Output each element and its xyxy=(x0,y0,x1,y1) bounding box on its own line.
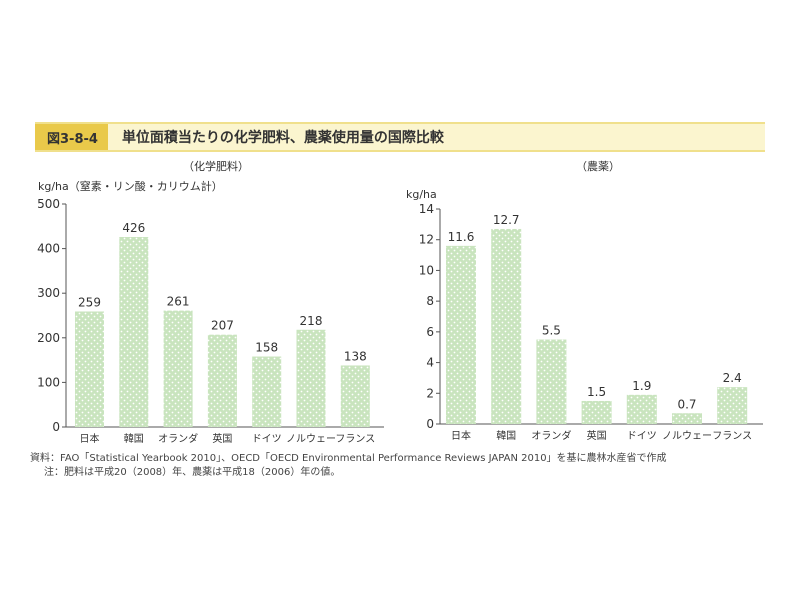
bar xyxy=(536,339,567,424)
figure-title: 単位面積当たりの化学肥料、農薬使用量の国際比較 xyxy=(121,130,444,146)
bar xyxy=(119,237,149,427)
fertilizer-chart: （化学肥料） kg/ha（窒素・リン酸・カリウム計） 0 100 200 300 400… xyxy=(37,159,384,445)
bar xyxy=(446,245,476,424)
bar xyxy=(207,334,237,427)
y-tick-label: 200 xyxy=(37,331,60,345)
y-tick-label: 6 xyxy=(426,325,434,339)
bar xyxy=(581,400,612,424)
y-tick-label: 0 xyxy=(426,417,434,431)
fertilizer-chart-title: （化学肥料） xyxy=(183,159,249,173)
category-label: ノルウェー xyxy=(286,433,336,445)
bar xyxy=(75,311,104,427)
category-label: ノルウェー xyxy=(662,430,712,442)
bar-value-label: 207 xyxy=(211,319,234,333)
bar xyxy=(626,394,657,424)
bar-value-label: 158 xyxy=(255,341,278,355)
pesticide-chart-title: （農薬） xyxy=(576,159,620,173)
category-label: オランダ xyxy=(531,429,571,442)
bar xyxy=(340,365,370,427)
y-tick-label: 12 xyxy=(419,233,434,247)
bar-value-label: 5.5 xyxy=(542,324,561,338)
bar xyxy=(672,413,702,424)
category-label: フランス xyxy=(712,430,752,442)
figure-header: 図3-8-4 単位面積当たりの化学肥料、農薬使用量の国際比較 xyxy=(35,122,765,152)
bar-value-label: 138 xyxy=(344,349,367,363)
category-label: 韓国 xyxy=(496,430,516,442)
bar-value-label: 426 xyxy=(122,221,145,235)
y-tick-label: 14 xyxy=(419,202,434,216)
category-label: 韓国 xyxy=(124,433,144,445)
bar-value-label: 11.6 xyxy=(448,230,475,244)
bar-value-label: 12.7 xyxy=(493,213,520,227)
bar-value-label: 1.5 xyxy=(587,385,606,399)
figure-id: 図3-8-4 xyxy=(35,124,108,150)
y-tick-label: 500 xyxy=(37,197,60,211)
bar xyxy=(717,387,748,424)
y-tick-label: 4 xyxy=(426,356,434,370)
y-tick-label: 10 xyxy=(419,263,434,277)
y-tick-label: 2 xyxy=(426,386,434,400)
bar-value-label: 0.7 xyxy=(677,397,696,411)
bar-value-label: 1.9 xyxy=(632,379,651,393)
pesticide-chart: （農薬） kg/ha 0 2 4 6 8 10 12 14 11.6 12.7 5.5 1.5 1.9… xyxy=(406,159,763,442)
category-label: フランス xyxy=(335,433,375,445)
category-label: ドイツ xyxy=(252,434,282,445)
category-label: 日本 xyxy=(80,432,100,445)
bar xyxy=(296,329,326,427)
bar-value-label: 218 xyxy=(300,314,323,328)
category-label: ドイツ xyxy=(627,431,657,442)
category-label: 日本 xyxy=(451,429,471,442)
y-tick-label: 300 xyxy=(37,286,60,300)
pesticide-y-axis-label: kg/ha xyxy=(406,188,437,201)
category-label: 英国 xyxy=(212,432,232,445)
fertilizer-y-axis-label: kg/ha（窒素・リン酸・カリウム計） xyxy=(38,179,223,193)
bar-value-label: 261 xyxy=(167,295,190,309)
category-label: 英国 xyxy=(587,429,607,442)
bar xyxy=(491,228,522,424)
bar xyxy=(252,356,282,427)
bar-value-label: 259 xyxy=(78,295,101,309)
bar-value-label: 2.4 xyxy=(723,371,742,385)
category-label: オランダ xyxy=(158,432,198,445)
y-tick-label: 100 xyxy=(37,375,60,389)
footnote: 注：肥料は平成20（2008）年、農薬は平成18（2006）年の値。 xyxy=(44,467,341,478)
bar xyxy=(163,310,193,427)
notes: 資料：FAO「Statistical Yearbook 2010」、OECD「O… xyxy=(30,452,667,480)
y-tick-label: 8 xyxy=(426,294,434,308)
source-note: 資料：FAO「Statistical Yearbook 2010」、OECD「O… xyxy=(30,453,667,464)
y-tick-label: 400 xyxy=(37,242,60,256)
y-tick-label: 0 xyxy=(52,420,60,434)
